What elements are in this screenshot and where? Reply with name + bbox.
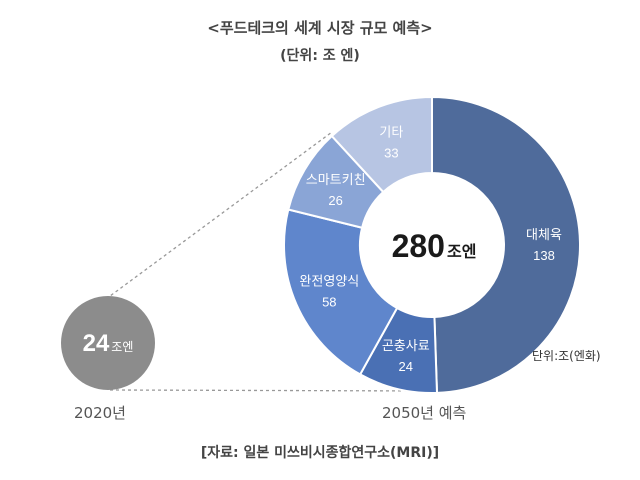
slice-label-2: 완전영양식 [299, 275, 359, 290]
slice-label-1: 곤충사료 [382, 339, 430, 354]
past-value-label: 24 조엔 [83, 330, 134, 357]
source-note: [자료: 일본 미쓰비시종합연구소(MRI)] [200, 445, 440, 461]
slice-value-4: 33 [384, 146, 398, 161]
year-2020-label: 2020년 [74, 404, 126, 422]
past-value-number: 24 [83, 330, 110, 357]
chart-subtitle: (단위: 조 엔) [280, 48, 360, 64]
past-value-unit: 조엔 [111, 340, 133, 354]
donut-slice-4 [330, 95, 433, 194]
connector-line-upper [105, 131, 333, 300]
year-2050-label: 2050년 예측 [382, 404, 467, 422]
donut-slice-0 [431, 95, 581, 394]
slice-label-0: 대체육 [526, 228, 562, 243]
past-market-circle: 24 조엔 [61, 296, 155, 390]
slice-label-4: 기타 [379, 126, 403, 141]
chart-title: <푸드테크의 세계 시장 규모 예측> [207, 19, 433, 37]
donut-total-unit: 조엔 [447, 243, 476, 261]
connector-line-lower [109, 389, 435, 392]
slice-label-3: 스마트키친 [306, 173, 366, 188]
slice-value-3: 26 [328, 193, 342, 208]
donut-slice-2 [283, 208, 399, 376]
unit-note: 단위:조(엔화) [532, 349, 601, 363]
past-circle [61, 296, 155, 390]
donut-total-label: 280 조엔 [392, 228, 477, 264]
donut-slices [283, 95, 581, 394]
donut-labels: 대체육 138 곤충사료 24 완전영양식 58 스마트키친 26 기타 33 [299, 126, 562, 374]
connector-lines [105, 131, 435, 392]
slice-value-0: 138 [533, 248, 555, 263]
donut-total-number: 280 [392, 228, 445, 264]
slice-value-2: 58 [322, 295, 336, 310]
slice-value-1: 24 [399, 359, 413, 374]
donut-center: 280 조엔 [392, 228, 477, 264]
